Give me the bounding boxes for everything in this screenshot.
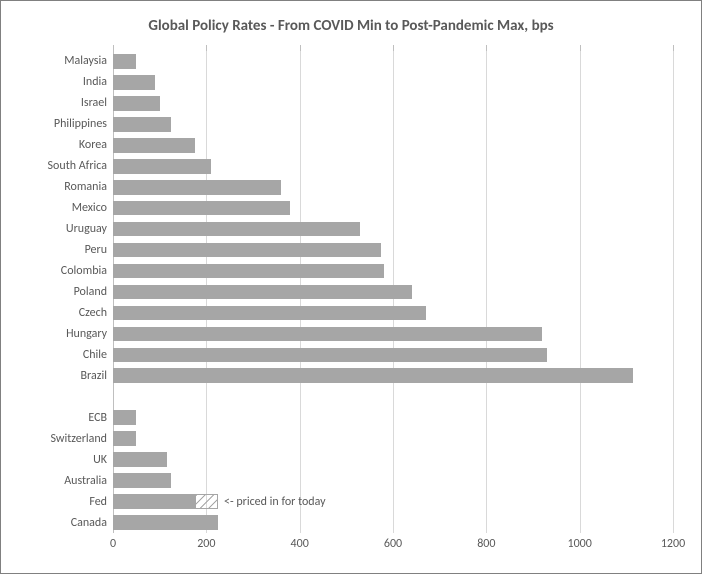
x-tick-label: 1200 [661,537,685,551]
y-category-label: Chile [83,348,107,362]
plot-area: 020040060080010001200MalaysiaIndiaIsrael… [113,51,673,533]
y-category-label: Malaysia [64,54,107,68]
y-category-label: Australia [64,474,107,488]
x-tick-label: 200 [197,537,215,551]
x-tickmark [673,45,674,51]
y-category-label: India [83,75,107,89]
bar [113,410,136,425]
y-category-label: Canada [71,516,107,530]
y-category-label: Brazil [81,369,107,383]
gridline [673,45,674,533]
chart-title: Global Policy Rates - From COVID Min to … [1,17,701,35]
bar [113,222,360,237]
x-tick-label: 800 [477,537,495,551]
bar [113,75,155,90]
x-tickmark [206,45,207,51]
y-category-label: Poland [74,285,107,299]
x-tickmark [393,45,394,51]
bar [113,431,136,446]
bar [113,96,160,111]
bar [113,264,384,279]
bar [113,368,633,383]
y-category-label: Colombia [61,264,107,278]
y-category-label: Korea [79,138,107,152]
bar [113,54,136,69]
bar [113,494,195,509]
x-tickmark [300,45,301,51]
bar [113,473,171,488]
bar [113,452,167,467]
y-category-label: Peru [85,243,107,257]
y-category-label: Mexico [72,201,107,215]
chart-container: Global Policy Rates - From COVID Min to … [0,0,702,574]
x-tick-label: 600 [384,537,402,551]
x-tick-label: 0 [110,537,116,551]
y-category-label: Philippines [54,117,107,131]
bar [113,117,171,132]
bar [113,243,381,258]
y-category-label: Fed [89,495,107,509]
bar [113,159,211,174]
bar-annotation: <- priced in for today [224,495,326,509]
y-category-label: Hungary [66,327,107,341]
gridline [486,45,487,533]
bar [113,348,547,363]
y-category-label: Switzerland [50,432,107,446]
x-tick-label: 1000 [567,537,591,551]
gridline [580,45,581,533]
y-category-label: UK [93,453,107,467]
bar [113,180,281,195]
y-category-label: South Africa [48,159,107,173]
x-tickmark [486,45,487,51]
bar [113,201,290,216]
x-tick-label: 400 [291,537,309,551]
bar [113,138,195,153]
y-category-label: Uruguay [66,222,107,236]
x-tickmark [580,45,581,51]
y-category-label: Czech [79,306,107,320]
bar-extra [195,494,218,509]
y-category-label: Israel [81,96,107,110]
bar [113,285,412,300]
bar [113,515,218,530]
bar [113,327,542,342]
bar [113,306,426,321]
y-category-label: ECB [88,411,107,425]
y-category-label: Romania [64,180,107,194]
